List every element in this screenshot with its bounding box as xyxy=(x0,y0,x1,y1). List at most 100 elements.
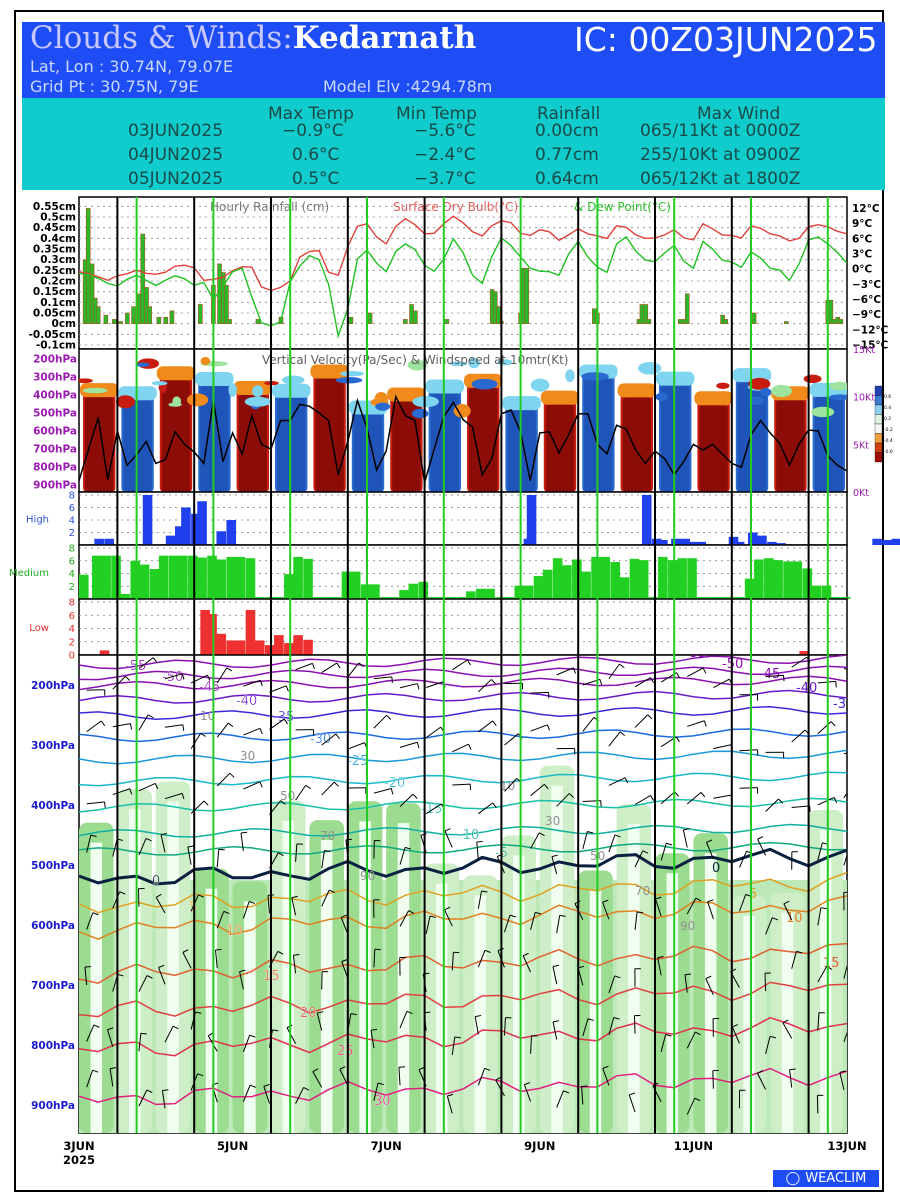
row-max-wind: 065/11Kt at 0000Z xyxy=(640,121,801,141)
wind-barb xyxy=(839,1072,845,1090)
wind-barb xyxy=(295,1087,304,1104)
vv-edge xyxy=(617,383,656,398)
cloud-panel-label: Low xyxy=(29,623,49,634)
cloud-bar xyxy=(629,558,640,599)
wind-barb-flag xyxy=(778,798,784,804)
wind-barb xyxy=(657,957,662,976)
wind-barb-flag xyxy=(130,723,133,730)
rh-column-core xyxy=(244,901,256,1133)
wind-barb-flag xyxy=(249,1084,256,1088)
wind-barb-flag xyxy=(181,673,185,680)
wind-barb-flag xyxy=(377,1082,384,1086)
wind-barb xyxy=(451,952,454,971)
wind-barb-flag xyxy=(263,1084,270,1087)
wind-barb xyxy=(478,720,493,733)
wind-barb-flag xyxy=(481,890,488,893)
vertical-velocity-panel: 200hPa 300hPa 400hPa 500hPa 600hPa 700hPa 800h… xyxy=(33,345,893,499)
wind-barb xyxy=(687,720,705,727)
cloud-bar xyxy=(264,645,275,655)
wind-barb xyxy=(373,676,392,680)
wind-barb xyxy=(399,847,406,865)
wind-barb xyxy=(155,897,166,914)
wind-barb xyxy=(112,891,121,909)
rain-tick-label: 0.3cm xyxy=(40,254,76,266)
wind-barb-flag xyxy=(416,742,420,749)
wind-barb-flag xyxy=(702,667,707,674)
col-min-temp: Min Temp xyxy=(396,104,477,124)
cloud-bar xyxy=(303,558,313,599)
wind-barb-flag xyxy=(223,910,230,915)
vv-blob xyxy=(375,402,391,411)
wind-barb xyxy=(112,723,131,728)
wind-barb xyxy=(425,726,442,739)
cloud-bar xyxy=(658,540,668,545)
wind-barb-flag xyxy=(218,848,225,851)
rain-bar xyxy=(524,267,530,324)
col-max-wind: Max Wind xyxy=(697,104,781,124)
rain-bar xyxy=(198,304,203,324)
wind-barb-flag xyxy=(694,1097,701,1102)
wind-barb-flag xyxy=(160,832,167,836)
vv-blob xyxy=(82,387,108,394)
cloud-bar xyxy=(523,585,534,599)
wind-barb xyxy=(478,802,494,815)
wind-barb-flag xyxy=(642,850,649,854)
wind-barb xyxy=(340,917,349,935)
wind-barb-flag xyxy=(614,834,621,838)
cloud-bar xyxy=(581,571,591,599)
cloud-bar xyxy=(734,597,745,599)
wind-barb-flag xyxy=(90,834,97,837)
vv-level-label: 800hPa xyxy=(33,462,77,474)
rain-bar xyxy=(751,312,757,324)
colorbar-tick: -0.4 xyxy=(884,438,893,444)
wind-barb-flag xyxy=(769,1035,776,1039)
colorbar-tick: 0.2 xyxy=(884,416,891,422)
initial-condition: IC: 00Z03JUN2025 xyxy=(574,20,878,59)
wind-barb xyxy=(398,1067,401,1086)
vv-title: Vertical Velocity(Pa/Sec) & Windspeed at… xyxy=(262,353,568,367)
day-grid xyxy=(116,197,829,1133)
vv-blob xyxy=(771,384,792,398)
wind-barb-flag xyxy=(602,899,609,903)
isotherm-label: 0 xyxy=(152,874,160,889)
date-tick-label: 7JUN xyxy=(371,1139,402,1153)
cloud-bar xyxy=(380,597,390,599)
cloud-bar xyxy=(744,578,755,599)
wind-barb xyxy=(295,784,307,801)
cloud-bar xyxy=(312,597,323,599)
cloud-bar xyxy=(284,643,294,655)
wind-barb-flag xyxy=(684,973,692,976)
cloud-bar xyxy=(149,569,160,599)
cloud-bar xyxy=(274,635,284,655)
wind-barb-flag xyxy=(336,662,341,669)
wind-barb-flag xyxy=(104,801,106,808)
isotherm-line xyxy=(79,705,847,721)
wind-barb xyxy=(552,966,558,985)
cloud-tick-label: 8 xyxy=(69,491,75,502)
temp-tick-label: 6°C xyxy=(852,233,873,245)
wind-barb xyxy=(216,722,229,738)
wind-barb-flag xyxy=(305,784,311,790)
rh-column-core xyxy=(628,824,640,1133)
wind-barb xyxy=(686,1097,696,1115)
rain-bar xyxy=(678,319,683,324)
wind-barb xyxy=(739,850,748,868)
rh-label: 50 xyxy=(280,789,295,803)
cloud-bar xyxy=(799,651,809,655)
wind-barb xyxy=(634,677,651,688)
isotherm-line xyxy=(79,1067,847,1106)
temp-tick-label: −15°C xyxy=(852,340,889,352)
updraft-core xyxy=(776,400,805,492)
wind-barb xyxy=(243,781,261,790)
rain-bar xyxy=(639,304,645,324)
wind-barb xyxy=(138,838,147,856)
wind-barb-flag xyxy=(624,777,629,784)
cloud-bar xyxy=(680,538,690,545)
wind-barb-flag xyxy=(552,964,559,968)
cloud-bar xyxy=(802,568,813,599)
rain-tick-label: 0cm xyxy=(52,318,77,330)
wind-barb-flag xyxy=(783,900,790,905)
isotherm-label: 10 xyxy=(786,911,803,926)
rain-bar xyxy=(348,316,354,324)
rain-bar xyxy=(838,319,844,324)
